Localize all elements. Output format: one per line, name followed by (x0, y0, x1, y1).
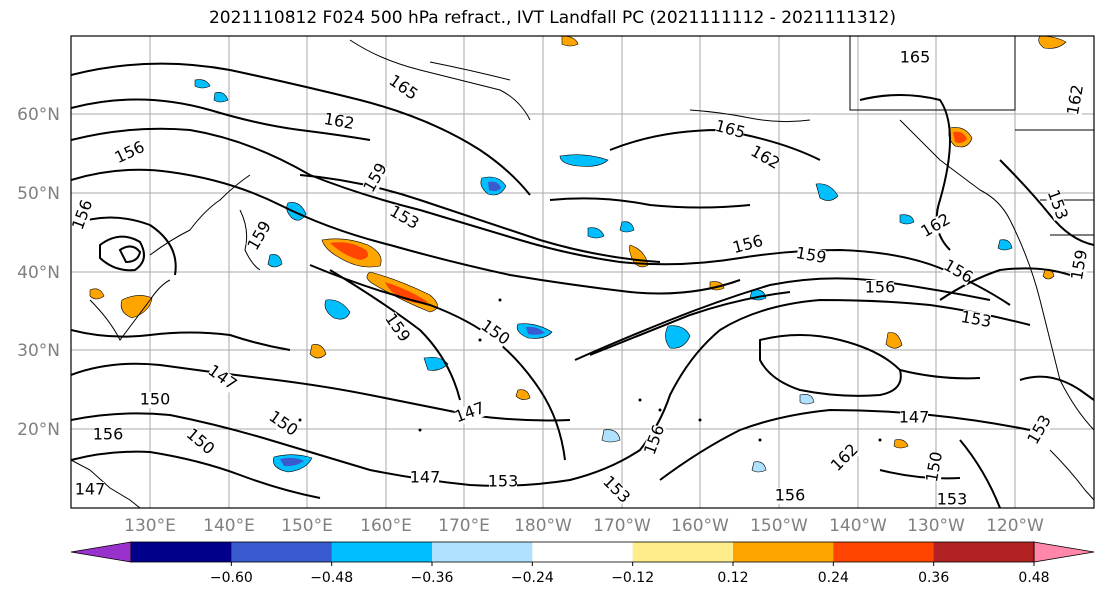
lon-label: 170°W (593, 516, 651, 536)
colorbar-outline (130, 541, 1035, 563)
lon-label: 180°W (514, 516, 572, 536)
gridlines (71, 36, 1094, 508)
contour-label-halo (1044, 189, 1070, 221)
contour-label-halo (732, 233, 764, 257)
coastlines (71, 36, 1094, 508)
contour-label-halo (266, 409, 300, 439)
contour-label-halo (113, 139, 147, 167)
contour-label: 153 (937, 490, 968, 509)
contour-label-halo (387, 204, 421, 232)
contour-label-halo (642, 424, 668, 456)
colorbar-segment (331, 542, 433, 562)
contour-label-halo (411, 470, 439, 486)
lon-label: 160°E (360, 516, 412, 536)
lat-label: 20°N (17, 420, 60, 440)
lon-label: 170°E (438, 516, 490, 536)
contour-label-halo (960, 309, 992, 331)
contour-label-halo (924, 451, 946, 483)
lon-label: 130°W (907, 516, 965, 536)
lon-label: 150°E (281, 516, 333, 536)
island-dots (298, 298, 882, 442)
colorbar-tick-label: −0.24 (511, 570, 554, 586)
colorbar-extend-low (70, 541, 132, 563)
contour-label: 156 (775, 486, 806, 505)
lon-label: 160°W (671, 516, 729, 536)
colorbar-tick-label: 0.48 (1018, 570, 1049, 586)
colorbar-segment (432, 542, 533, 562)
contour-label-halo (71, 199, 96, 231)
lat-label: 30°N (17, 341, 60, 361)
lon-label: 120°W (986, 516, 1044, 536)
map-title: 2021110812 F024 500 hPa refract., IVT La… (208, 8, 896, 28)
colorbar-tick-label: −0.36 (411, 570, 454, 586)
colorbar-segment (231, 542, 333, 562)
contour-label: 156 (93, 425, 124, 444)
lat-label: 60°N (17, 105, 60, 125)
contour-label-halo (714, 118, 746, 142)
colorbar-tick-label: 0.36 (918, 570, 949, 586)
contour-label: 147 (899, 408, 930, 427)
contour-label-halo (478, 318, 512, 348)
contour-label-halo (362, 161, 390, 195)
contour-label-halo (323, 111, 355, 133)
colorbar-segment (933, 542, 1035, 562)
contour-label-halo (382, 311, 412, 345)
contour-label-halo (900, 410, 928, 426)
contour-label-halo (141, 392, 169, 408)
lon-label: 150°W (750, 516, 808, 536)
contour-label-halo (489, 474, 517, 490)
contour-label-halo (901, 50, 929, 66)
contour-label-halo (919, 212, 953, 240)
contour-label-halo (829, 442, 861, 474)
colorbar-segment (632, 542, 734, 562)
contour-label-halo (1026, 413, 1054, 447)
colorbar-segment (532, 542, 634, 562)
contour-label: 165 (900, 48, 931, 67)
contour-label-halo (600, 474, 632, 506)
colorbar-tick-label: −0.12 (611, 570, 654, 586)
colorbar-tick-label: −0.60 (210, 570, 253, 586)
contour-label-halo (748, 144, 782, 172)
contour-label: 153 (488, 472, 519, 491)
lon-label: 140°E (203, 516, 255, 536)
contour-label-halo (454, 400, 486, 426)
contour-label-halo (76, 482, 104, 498)
contour-label-halo (94, 427, 122, 443)
lon-label: 140°W (829, 516, 887, 536)
colorbar-segment (733, 542, 834, 562)
contour-label-halo (1065, 84, 1087, 116)
colorbar-segment (833, 542, 935, 562)
lon-label: 130°E (124, 516, 176, 536)
contour-label-halo (795, 245, 827, 267)
contour-label-halo (386, 73, 420, 103)
contour-label-halo (1069, 249, 1091, 281)
lat-label: 40°N (17, 263, 60, 283)
latitude-labels: 60°N 50°N 40°N 30°N 20°N (17, 105, 60, 440)
contour-label-halo (776, 488, 804, 504)
contour-label-halo (941, 258, 975, 286)
colorbar: −0.60 −0.48 −0.36 −0.24 −0.12 0.12 0.24 0.36 0.4… (70, 541, 1095, 586)
colorbar-extend-high (1033, 541, 1095, 563)
contour-label: 147 (410, 468, 441, 487)
contour-label-halo (205, 363, 239, 393)
contour-label-halo (866, 280, 894, 296)
colorbar-tick-label: −0.48 (310, 570, 353, 586)
contour-label: 150 (140, 390, 171, 409)
contour-label-halo (938, 492, 966, 508)
lat-label: 50°N (17, 184, 60, 204)
colorbar-tick-label: 0.12 (717, 570, 748, 586)
contour-label-halo (184, 426, 216, 458)
map-border (70, 35, 1095, 509)
contour-label: 147 (75, 480, 106, 499)
colorbar-tick-label: 0.24 (818, 570, 849, 586)
colorbar-segment (131, 542, 232, 562)
longitude-labels: 130°E 140°E 150°E 160°E 170°E 180°W 170°… (124, 516, 1044, 536)
contour-label: 156 (865, 278, 896, 297)
contour-label-halo (246, 219, 274, 253)
